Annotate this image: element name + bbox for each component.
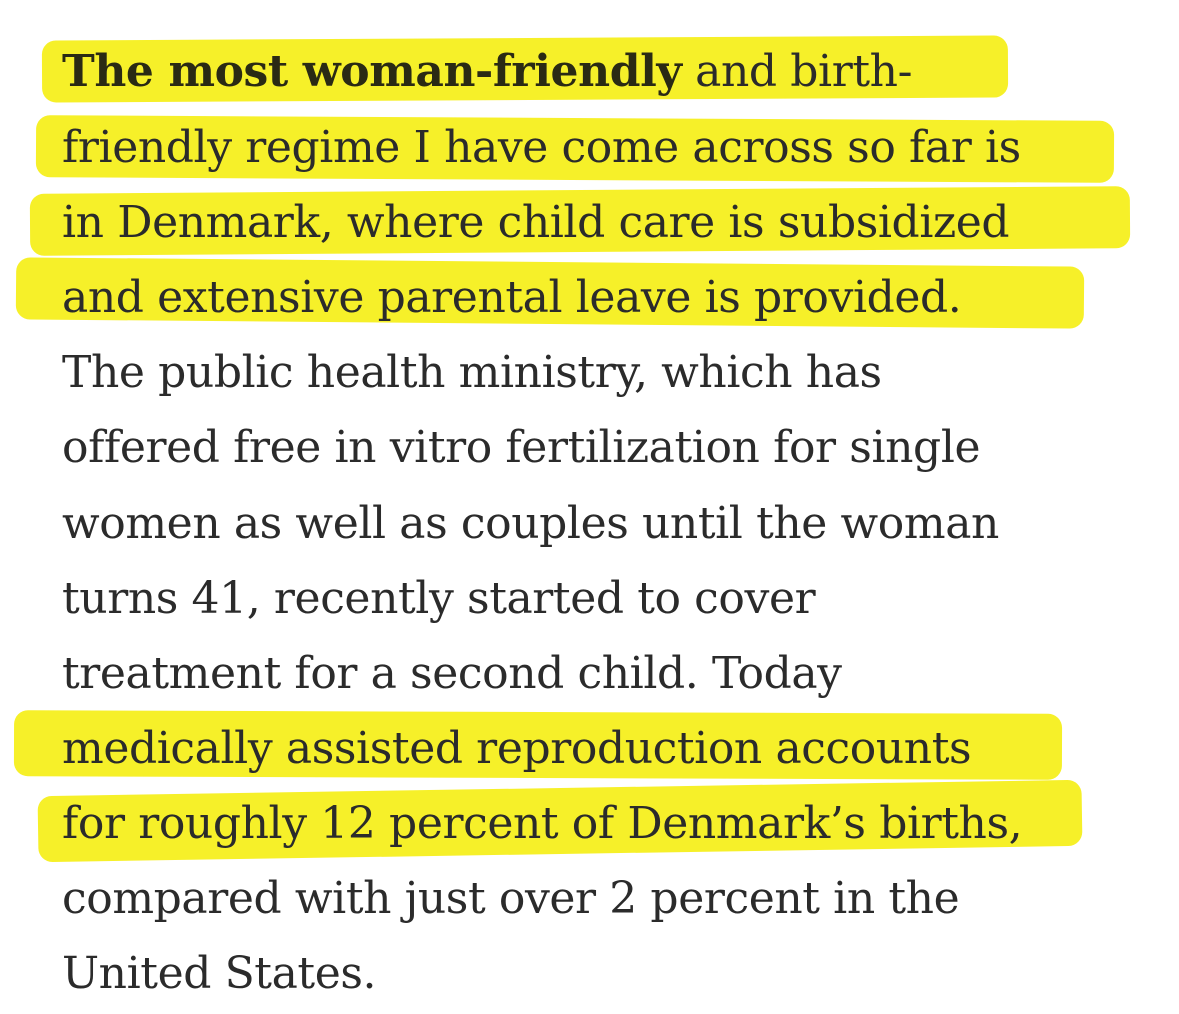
text-line-1: The most woman-friendly and birth- [62, 46, 913, 97]
text-line-4: and extensive parental leave is provided… [62, 272, 962, 323]
text-line-6: offered free in vitro fertilization for … [62, 422, 981, 473]
text-line-13: United States. [62, 948, 377, 999]
bold-lead-phrase: The most woman-friendly [62, 46, 682, 97]
text-line-9: treatment for a second child. Today [62, 648, 842, 699]
text-line-7: women as well as couples until the woman [62, 498, 999, 549]
text-line-2: friendly regime I have come across so fa… [62, 122, 1021, 173]
text-line-12: compared with just over 2 percent in the [62, 873, 960, 924]
text-line-8: turns 41, recently started to cover [62, 573, 816, 624]
text-line-5: The public health ministry, which has [62, 347, 882, 398]
text-line-3: in Denmark, where child care is subsidiz… [62, 197, 1010, 248]
text-line-11: for roughly 12 percent of Denmark’s birt… [62, 798, 1023, 849]
text-line-10: medically assisted reproduction accounts [62, 723, 972, 774]
